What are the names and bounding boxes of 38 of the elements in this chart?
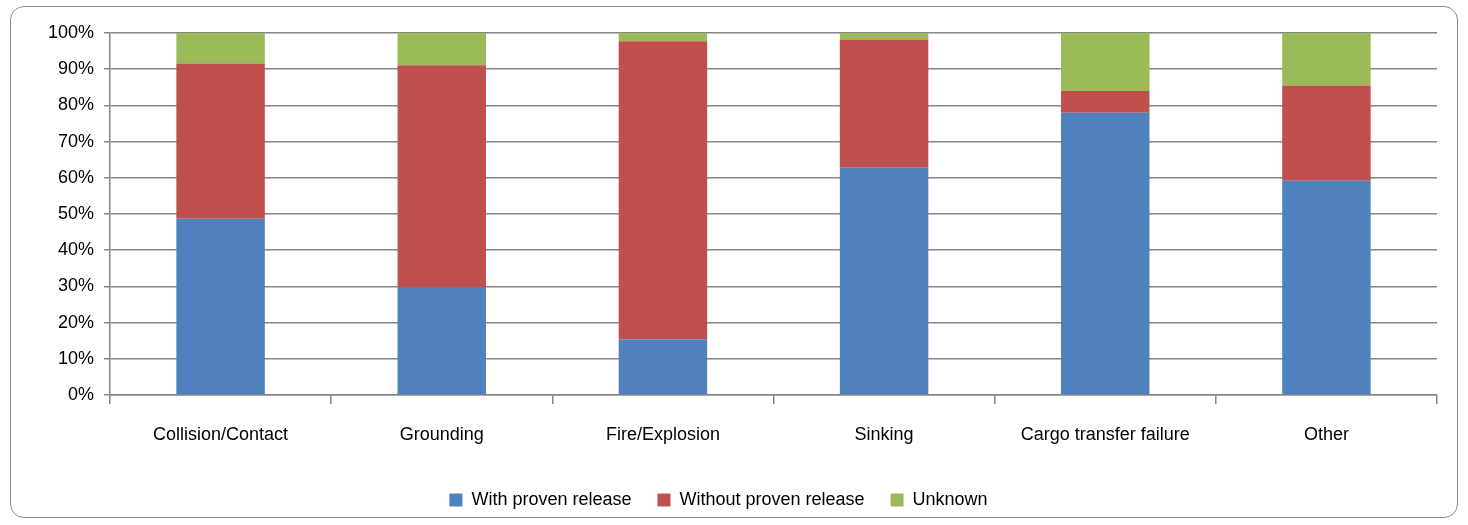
bar: [1061, 90, 1150, 113]
x-tick-label: Grounding: [399, 423, 484, 444]
bar: [618, 339, 708, 395]
y-tick-label: 10%: [57, 347, 94, 368]
legend-label: With proven release: [471, 488, 632, 509]
bar: [397, 33, 486, 66]
bar: [839, 167, 929, 395]
bar: [397, 287, 486, 395]
y-tick-label: 20%: [57, 311, 94, 332]
bar: [176, 33, 265, 64]
bar: [1061, 112, 1150, 395]
x-tick-label: Cargo transfer failure: [1020, 423, 1190, 444]
bar: [1282, 33, 1371, 86]
bar: [839, 33, 929, 40]
y-tick-label: 50%: [57, 202, 94, 223]
bar: [1061, 33, 1150, 91]
y-tick-label: 100%: [47, 21, 94, 42]
y-tick-label: 70%: [57, 130, 94, 151]
x-tick-label: Collision/Contact: [153, 423, 289, 444]
bar: [839, 39, 929, 168]
y-tick-label: 30%: [57, 275, 94, 296]
y-tick-label: 90%: [57, 58, 94, 79]
bar: [176, 218, 265, 395]
y-tick-label: 80%: [57, 94, 94, 115]
y-tick-label: 40%: [57, 239, 94, 260]
y-tick-label: 0%: [67, 383, 94, 404]
x-tick-label: Other: [1303, 423, 1349, 444]
x-tick-label: Fire/Explosion: [605, 423, 720, 444]
legend-label: Unknown: [912, 488, 988, 509]
legend-label: Without proven release: [679, 488, 865, 509]
bar: [618, 41, 708, 340]
bar: [397, 65, 486, 288]
x-tick-label: Sinking: [854, 423, 914, 444]
bar: [1282, 180, 1371, 395]
bar: [176, 63, 265, 219]
bar: [618, 33, 708, 42]
bar: [1282, 85, 1371, 181]
y-tick-label: 60%: [57, 166, 94, 187]
